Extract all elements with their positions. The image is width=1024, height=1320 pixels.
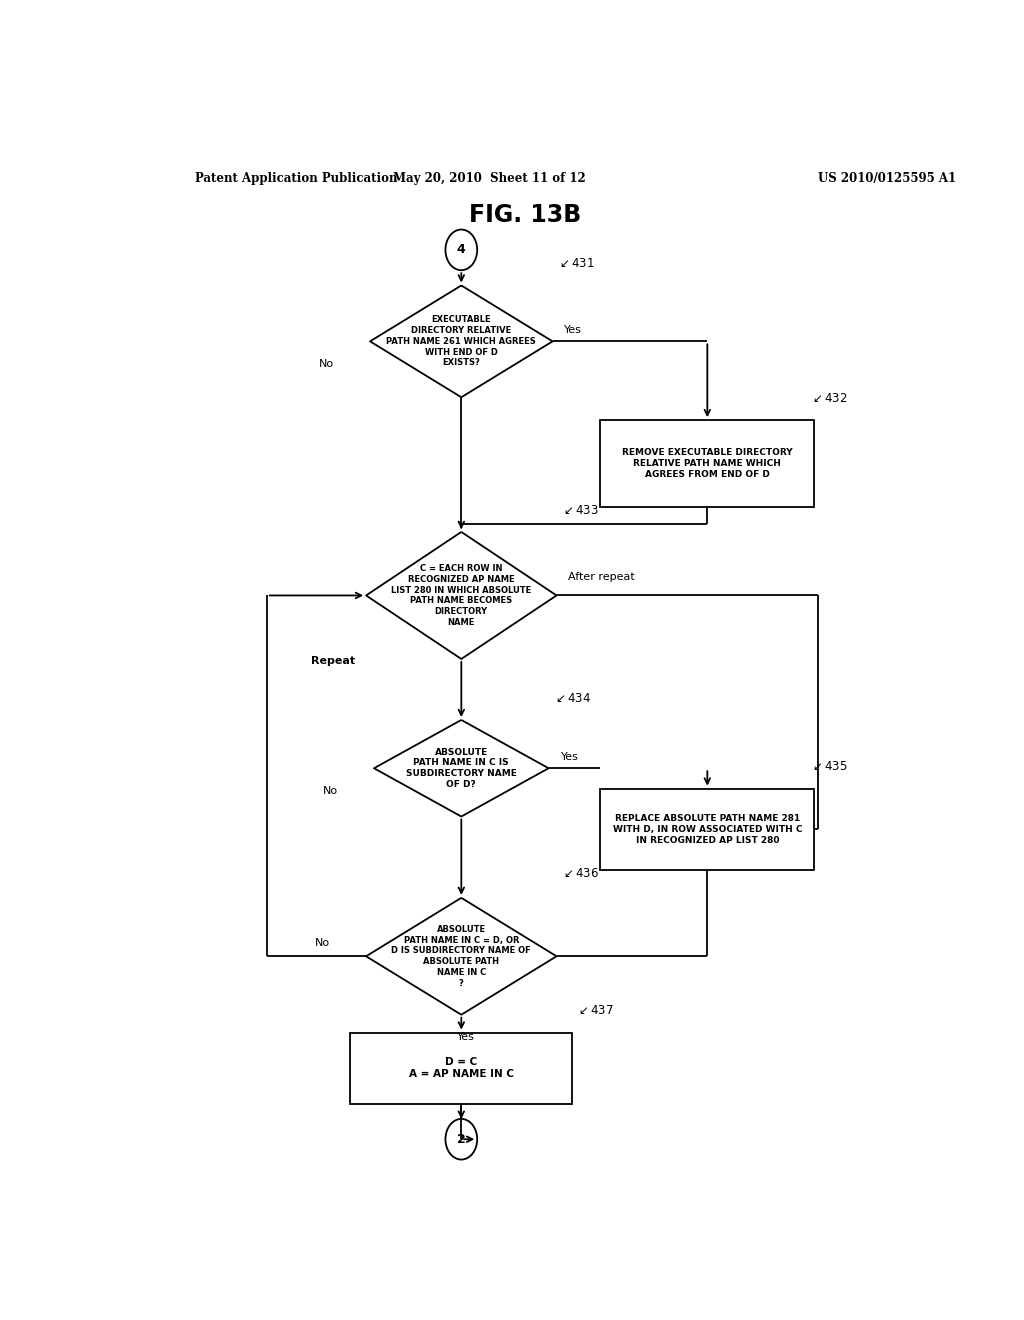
Text: US 2010/0125595 A1: US 2010/0125595 A1 [818,172,956,185]
Text: D = C
A = AP NAME IN C: D = C A = AP NAME IN C [409,1057,514,1080]
Text: EXECUTABLE
DIRECTORY RELATIVE
PATH NAME 261 WHICH AGREES
WITH END OF D
EXISTS?: EXECUTABLE DIRECTORY RELATIVE PATH NAME … [386,315,537,367]
Text: ABSOLUTE
PATH NAME IN C = D, OR
D IS SUBDIRECTORY NAME OF
ABSOLUTE PATH
NAME IN : ABSOLUTE PATH NAME IN C = D, OR D IS SUB… [391,925,531,987]
Text: Yes: Yes [564,325,583,335]
Bar [350,1032,572,1104]
Text: $\swarrow$433: $\swarrow$433 [560,504,598,516]
Text: $\swarrow$434: $\swarrow$434 [553,692,591,705]
Text: REPLACE ABSOLUTE PATH NAME 281
WITH D, IN ROW ASSOCIATED WITH C
IN RECOGNIZED AP: REPLACE ABSOLUTE PATH NAME 281 WITH D, I… [612,813,802,845]
Bar [600,788,814,870]
Text: May 20, 2010  Sheet 11 of 12: May 20, 2010 Sheet 11 of 12 [393,172,586,185]
Text: $\swarrow$431: $\swarrow$431 [557,257,594,271]
Text: 2: 2 [457,1133,466,1146]
Bar [600,420,814,507]
Text: $\swarrow$432: $\swarrow$432 [811,392,848,405]
Text: Yes: Yes [458,1032,475,1041]
Text: Repeat: Repeat [310,656,354,667]
Text: No: No [314,939,330,948]
Text: $\swarrow$437: $\swarrow$437 [577,1005,614,1018]
Circle shape [445,1119,477,1159]
Text: No: No [323,785,338,796]
Text: No: No [318,359,334,368]
Text: C = EACH ROW IN
RECOGNIZED AP NAME
LIST 280 IN WHICH ABSOLUTE
PATH NAME BECOMES
: C = EACH ROW IN RECOGNIZED AP NAME LIST … [391,564,531,627]
Text: Yes: Yes [560,752,579,762]
Text: FIG. 13B: FIG. 13B [469,203,581,227]
Text: $\swarrow$436: $\swarrow$436 [560,866,599,879]
Text: 4: 4 [457,243,466,256]
Text: ABSOLUTE
PATH NAME IN C IS
SUBDIRECTORY NAME
OF D?: ABSOLUTE PATH NAME IN C IS SUBDIRECTORY … [406,747,517,789]
Text: REMOVE EXECUTABLE DIRECTORY
RELATIVE PATH NAME WHICH
AGREES FROM END OF D: REMOVE EXECUTABLE DIRECTORY RELATIVE PAT… [622,447,793,479]
Circle shape [445,230,477,271]
Text: $\swarrow$435: $\swarrow$435 [811,760,848,774]
Text: After repeat: After repeat [568,572,635,582]
Text: Patent Application Publication: Patent Application Publication [196,172,398,185]
